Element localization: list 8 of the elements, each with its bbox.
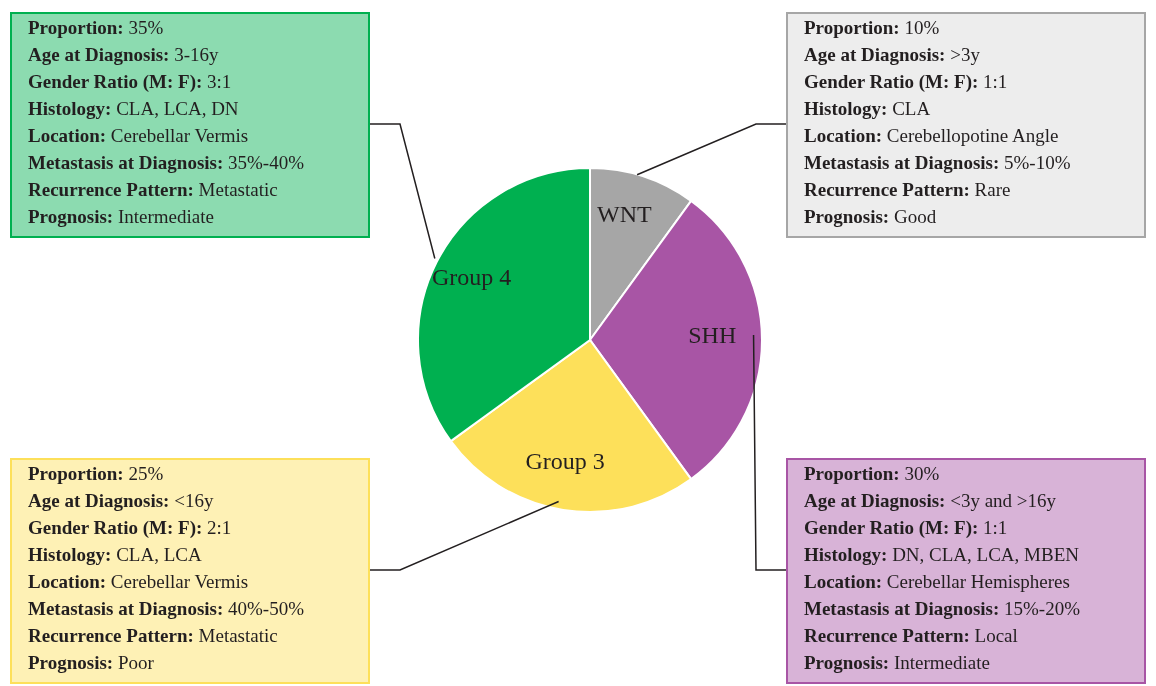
text: Proportion: 30% Age at Diagnosis: <3y and >16y Gender Ratio (M: F): 1:1 Histology: DN, CLA, LCA, MBEN Location: Cerebellar Hemispheres Metastasis at Diagnosis: 15%-20% Recurrence Pattern: Local Prognosis: Intermediate	[804, 463, 1081, 673]
text: Proportion: 35% Age at Diagnosis: 3-16y Gender Ratio (M: F): 3:1 Histology: CLA, LCA, DN Location: Cerebellar Vermis Metastasis at Diagnosis: 35%-40% Recurrence Pattern: Metastatic Prognosis: Intermediate	[28, 17, 305, 227]
text: Proportion: 25% Age at Diagnosis: <16y Gender Ratio (M: F): 2:1 Histology: CLA, LCA Location: Cerebellar Vermis Metastasis at Diagnosis: 40%-50% Recurrence Pattern: Metastatic Prognosis: Poor	[28, 463, 305, 673]
slice-label: WNT	[597, 200, 652, 227]
slice-label: Group 4	[431, 264, 512, 291]
slice-label: Group 3	[525, 447, 605, 474]
slice-label: SHH	[688, 322, 737, 348]
text: Proportion: 10% Age at Diagnosis: >3y Gender Ratio (M: F): 1:1 Histology: CLA Location: Cerebellopotine Angle Metastasis at Diagnosis: 5%-10% Recurrence Pattern: Rare Prognosis: Good	[804, 17, 1071, 227]
